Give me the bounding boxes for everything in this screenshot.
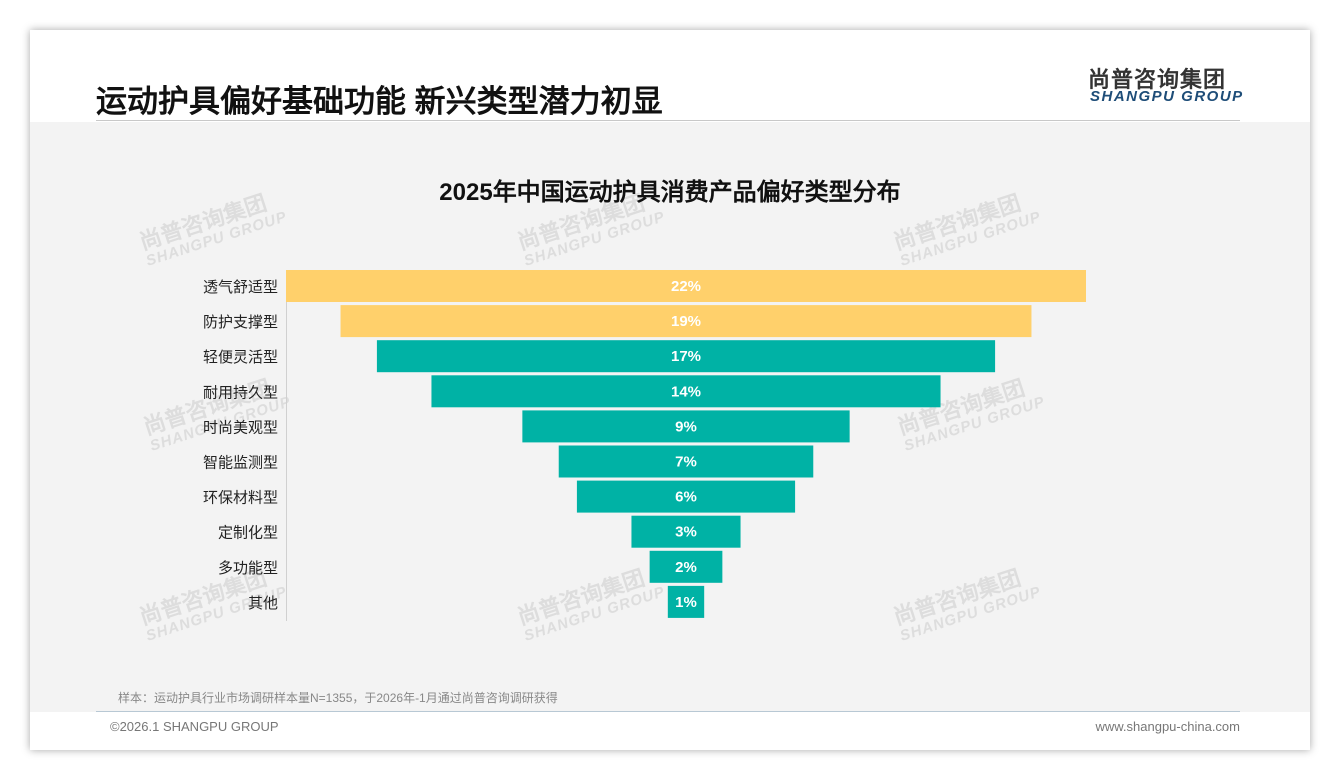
funnel-chart: 22% 透气舒适型 19% 防护支撑型 17% 轻便灵活型 14% 耐用持久型 9% 时尚美观型 7… <box>203 270 1086 621</box>
bar <box>431 375 941 408</box>
category-label: 智能监测型 <box>203 454 278 472</box>
header-divider <box>96 120 1240 121</box>
bar <box>631 515 741 548</box>
logo-en: SHANGPU GROUP <box>1090 88 1244 105</box>
bar <box>576 480 796 513</box>
category-label: 多功能型 <box>218 560 278 577</box>
data-label: 22% <box>671 278 701 295</box>
page-title: 运动护具偏好基础功能 新兴类型潜力初显 <box>96 84 663 119</box>
category-label: 时尚美观型 <box>203 419 278 436</box>
category-label: 轻便灵活型 <box>203 349 278 366</box>
data-label: 19% <box>671 313 701 330</box>
data-label: 9% <box>675 418 697 435</box>
chart-title: 2025年中国运动护具消费产品偏好类型分布 <box>439 179 901 206</box>
bar <box>522 410 850 443</box>
category-label: 定制化型 <box>218 525 278 542</box>
bar <box>340 305 1032 338</box>
bar <box>649 550 723 583</box>
footer <box>30 712 1310 750</box>
category-label: 透气舒适型 <box>203 279 278 296</box>
category-label: 防护支撑型 <box>203 314 278 331</box>
data-label: 2% <box>675 559 697 576</box>
bar <box>376 340 996 373</box>
bar <box>667 585 705 618</box>
website-link[interactable]: www.shangpu-china.com <box>1095 719 1240 734</box>
data-label: 17% <box>671 348 701 365</box>
bar <box>286 270 1086 302</box>
category-label: 环保材料型 <box>203 490 278 507</box>
data-label: 14% <box>671 383 701 400</box>
data-label: 6% <box>675 489 697 506</box>
data-label: 3% <box>675 524 697 541</box>
slide: 运动护具偏好基础功能 新兴类型潜力初显 尚普咨询集团 SHANGPU GROUP… <box>30 30 1310 750</box>
data-label: 7% <box>675 454 697 471</box>
category-label: 耐用持久型 <box>203 384 278 401</box>
footer-divider <box>96 711 1240 712</box>
copyright: ©2026.1 SHANGPU GROUP <box>110 719 279 734</box>
bar <box>558 445 814 478</box>
category-label: 其他 <box>248 595 278 612</box>
sample-note: 样本：运动护具行业市场调研样本量N=1355，于2026年-1月通过尚普咨询调研… <box>118 691 558 705</box>
logo-cn: 尚普咨询集团 <box>1088 67 1227 92</box>
header <box>30 30 1310 122</box>
data-label: 1% <box>675 594 697 611</box>
